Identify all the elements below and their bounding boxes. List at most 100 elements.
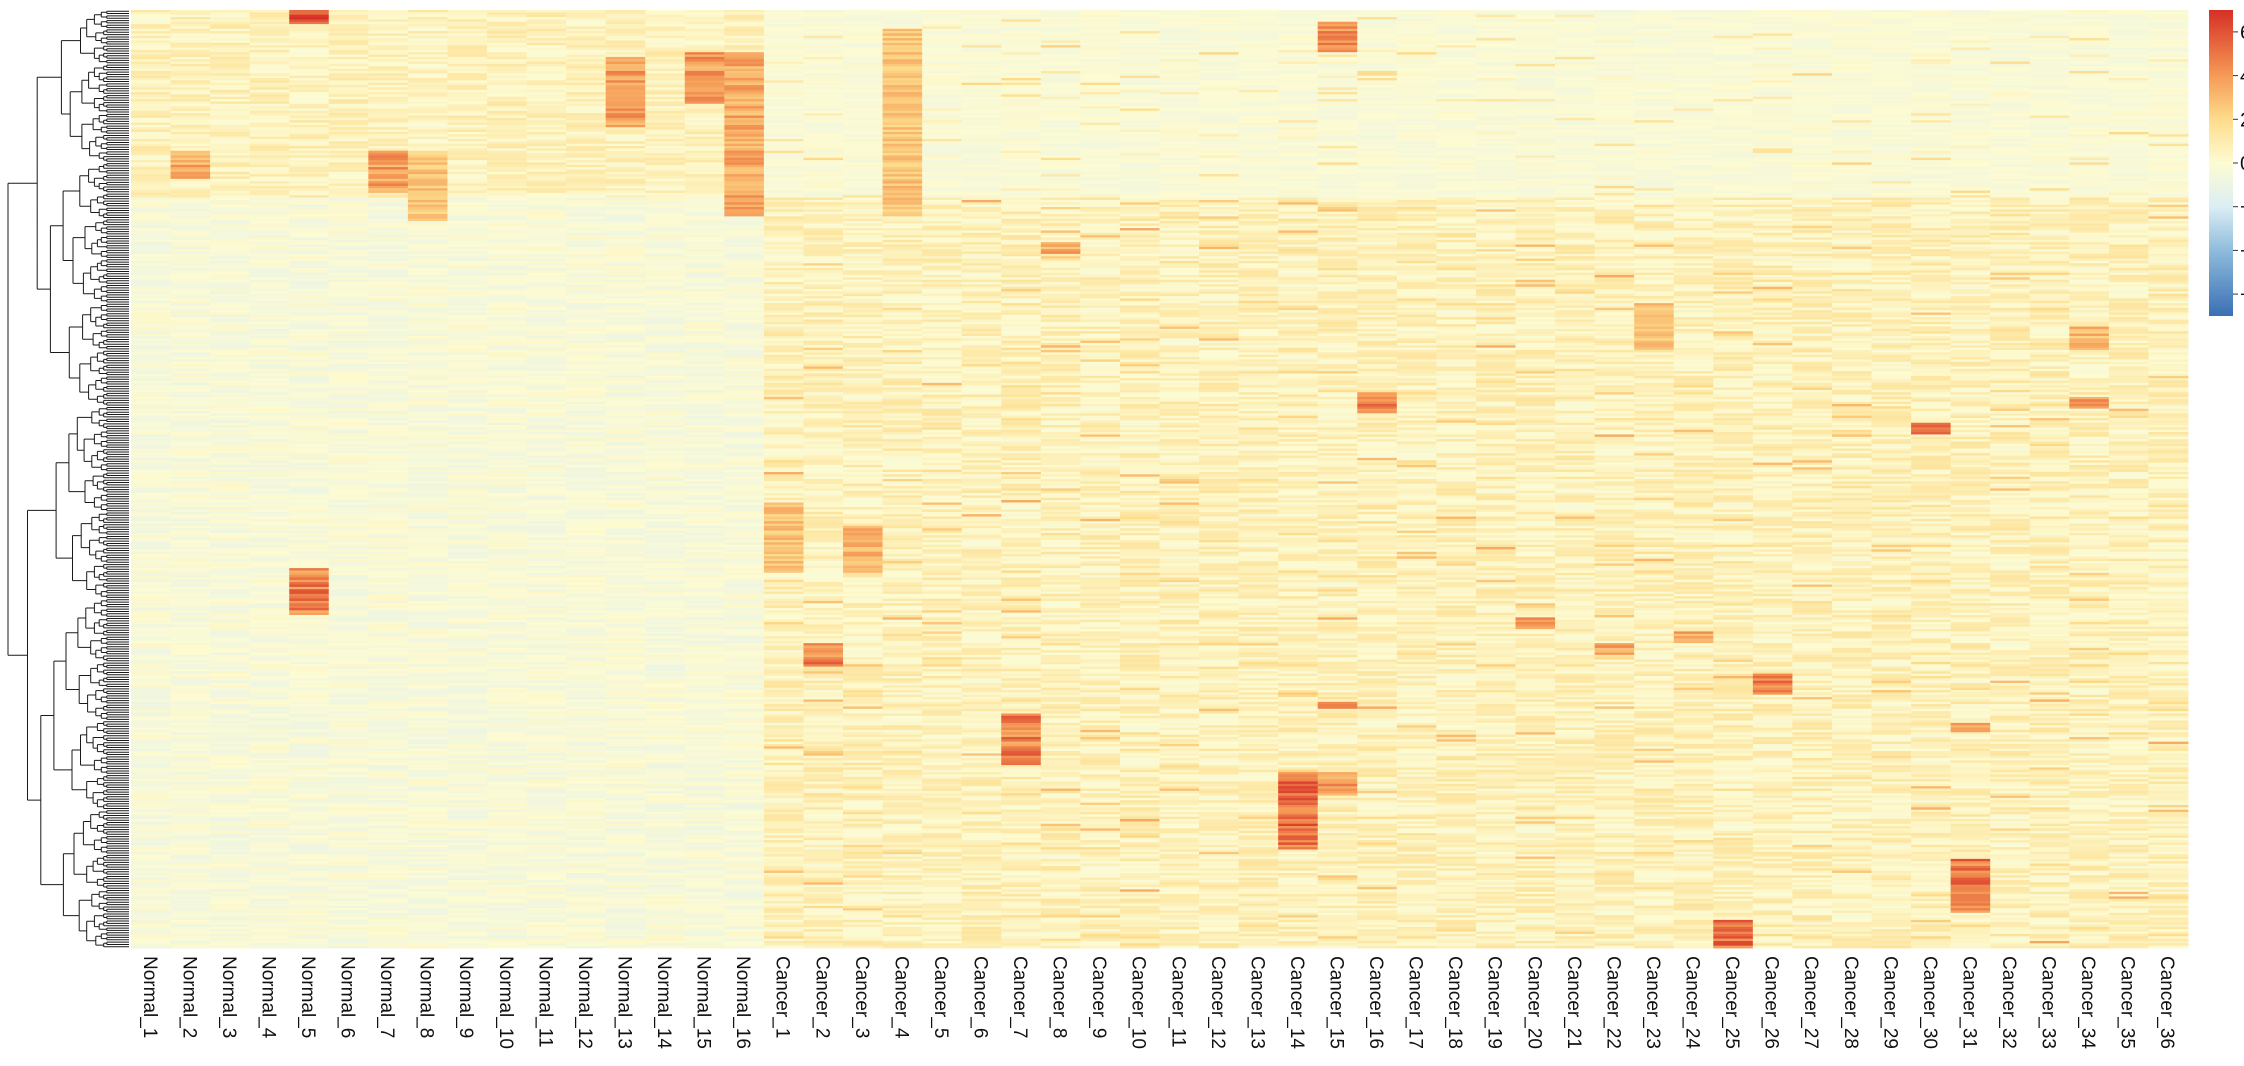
heatmap-cell bbox=[328, 643, 369, 646]
heatmap-cell bbox=[526, 40, 567, 44]
heatmap-cell bbox=[328, 561, 369, 564]
heatmap-cell bbox=[447, 891, 488, 895]
heatmap-cell bbox=[328, 685, 369, 689]
heatmap-cell bbox=[289, 80, 330, 84]
heatmap-cell bbox=[249, 877, 290, 881]
heatmap-cell bbox=[170, 371, 211, 374]
heatmap-cell bbox=[131, 176, 171, 180]
heatmap-cell bbox=[328, 612, 369, 616]
heatmap-cell bbox=[210, 734, 251, 738]
heatmap-cell bbox=[407, 305, 448, 309]
heatmap-cell bbox=[447, 131, 488, 135]
heatmap-cell bbox=[487, 375, 527, 379]
heatmap-cell bbox=[170, 359, 211, 363]
heatmap-cell bbox=[328, 727, 369, 731]
heatmap-cell bbox=[289, 61, 330, 65]
heatmap-cell bbox=[407, 525, 448, 529]
heatmap-cell bbox=[368, 279, 409, 283]
heatmap-cell bbox=[210, 413, 251, 417]
heatmap-cell bbox=[566, 33, 607, 37]
heatmap-cell bbox=[289, 225, 330, 229]
heatmap-cell bbox=[289, 865, 330, 869]
heatmap-cell bbox=[289, 324, 330, 327]
heatmap-cell bbox=[566, 270, 607, 274]
heatmap-cell bbox=[407, 401, 448, 405]
heatmap-cell bbox=[605, 185, 646, 189]
heatmap-cell bbox=[131, 338, 171, 342]
heatmap-cell bbox=[368, 521, 409, 524]
heatmap-cell bbox=[328, 260, 369, 264]
heatmap-cell bbox=[210, 169, 251, 173]
heatmap-cell bbox=[447, 877, 488, 881]
heatmap-cell bbox=[447, 47, 488, 51]
heatmap-cell bbox=[289, 729, 330, 733]
heatmap-cell bbox=[566, 82, 607, 86]
heatmap-cell bbox=[487, 708, 527, 712]
heatmap-cell bbox=[210, 938, 251, 942]
heatmap-cell bbox=[289, 167, 330, 170]
heatmap-cell bbox=[328, 582, 369, 585]
heatmap-cell bbox=[487, 741, 527, 745]
heatmap-cell bbox=[289, 342, 330, 346]
heatmap-cell bbox=[447, 293, 488, 297]
heatmap-cell bbox=[407, 406, 448, 410]
heatmap-cell bbox=[487, 760, 527, 764]
heatmap-cell bbox=[447, 214, 488, 217]
heatmap-cell bbox=[447, 889, 488, 893]
heatmap-cell bbox=[131, 755, 171, 759]
heatmap-cell bbox=[447, 462, 488, 466]
heatmap-cell bbox=[210, 38, 251, 41]
heatmap-cell bbox=[447, 75, 488, 79]
heatmap-cell bbox=[131, 535, 171, 539]
heatmap-cell bbox=[566, 443, 607, 447]
heatmap-cell bbox=[526, 671, 567, 675]
heatmap-cell bbox=[170, 312, 211, 316]
heatmap-cell bbox=[170, 237, 211, 241]
heatmap-cell bbox=[131, 666, 171, 670]
heatmap-cell bbox=[368, 389, 409, 393]
heatmap-cell bbox=[170, 214, 211, 217]
heatmap-cell bbox=[328, 195, 369, 199]
heatmap-cell bbox=[210, 274, 251, 278]
heatmap-cell bbox=[210, 840, 251, 843]
heatmap-cell bbox=[487, 718, 527, 721]
heatmap-cell bbox=[526, 743, 567, 747]
heatmap-cell bbox=[170, 671, 211, 675]
heatmap-cell bbox=[526, 851, 567, 855]
heatmap-cell bbox=[526, 160, 567, 163]
heatmap-cell bbox=[210, 615, 251, 618]
heatmap-cell bbox=[566, 406, 607, 410]
heatmap-cell bbox=[526, 202, 567, 206]
heatmap-cell bbox=[170, 59, 211, 62]
heatmap-cell bbox=[487, 919, 527, 923]
heatmap-cell bbox=[566, 94, 607, 98]
heatmap-cell bbox=[487, 476, 527, 480]
heatmap-cell bbox=[368, 317, 409, 320]
heatmap-cell bbox=[131, 643, 171, 646]
heatmap-cell bbox=[289, 75, 330, 79]
heatmap-cell bbox=[447, 153, 488, 156]
heatmap-cell bbox=[566, 626, 607, 630]
heatmap-cell bbox=[368, 851, 409, 855]
heatmap-cell bbox=[170, 333, 211, 337]
heatmap-cell bbox=[210, 389, 251, 393]
heatmap-cell bbox=[210, 762, 251, 766]
heatmap-cell bbox=[407, 872, 448, 876]
heatmap-cell bbox=[487, 335, 527, 339]
heatmap-cell bbox=[447, 441, 488, 445]
heatmap-cell bbox=[526, 284, 567, 288]
heatmap-cell bbox=[566, 605, 607, 609]
heatmap-cell bbox=[487, 54, 527, 58]
heatmap-cell bbox=[566, 127, 607, 130]
heatmap-cell bbox=[170, 877, 211, 881]
heatmap-cell bbox=[566, 113, 607, 116]
heatmap-cell bbox=[328, 823, 369, 827]
heatmap-cell bbox=[487, 460, 527, 463]
heatmap-cell bbox=[487, 448, 527, 452]
heatmap-cell bbox=[487, 615, 527, 618]
heatmap-cell bbox=[249, 146, 290, 149]
heatmap-cell bbox=[289, 460, 330, 463]
heatmap-cell bbox=[407, 931, 448, 935]
heatmap-cell bbox=[566, 563, 607, 567]
heatmap-cell bbox=[368, 629, 409, 632]
